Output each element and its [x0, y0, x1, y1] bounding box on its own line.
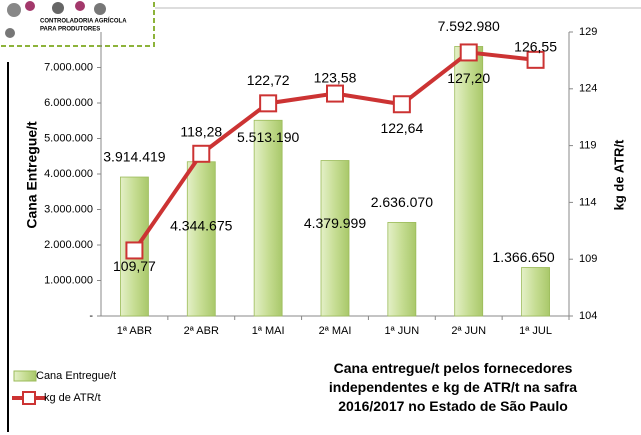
line-marker: [125, 241, 144, 260]
x-tick-label: 1ª MAI: [252, 325, 285, 337]
x-tick-label: 2ª JUN: [451, 325, 486, 337]
line-value-label: 123,58: [314, 69, 357, 85]
line-value-label: 122,72: [247, 72, 290, 88]
x-tick-label: 1ª JUL: [519, 325, 552, 337]
y-tick-label: -: [89, 310, 93, 322]
y2-tick-label: 129: [579, 26, 597, 38]
logo-icon: [52, 2, 64, 14]
bar-value-label: 4.379.999: [304, 215, 366, 231]
y-tick-label: 5.000.000: [44, 132, 93, 144]
logo-icon: [7, 3, 21, 17]
chart-title: Cana entregue/t pelos fornecedores indepe…: [329, 360, 577, 414]
y-tick-label: 7.000.000: [44, 61, 93, 73]
bar-value-label: 1.366.650: [492, 249, 554, 265]
y-tick-label: 1.000.000: [44, 274, 93, 286]
legend-swatch: [22, 391, 36, 405]
line-marker: [392, 95, 411, 114]
bar-value-label: 5.513.190: [237, 129, 299, 145]
y2-tick-label: 114: [579, 196, 597, 208]
y-tick-label: 3.000.000: [44, 203, 93, 215]
legend-label: Cana Entregue/t: [36, 370, 116, 382]
y2-tick-label: 124: [579, 83, 597, 95]
bar-value-label: 3.914.419: [103, 149, 165, 165]
logo-icon: [75, 1, 85, 11]
y2-tick-label: 104: [579, 310, 597, 322]
bar-value-label: 2.636.070: [371, 194, 433, 210]
line-marker: [259, 94, 278, 113]
logo-icon: [5, 28, 15, 38]
y2-tick-label: 109: [579, 253, 597, 265]
legend-label: kg de ATR/t: [44, 392, 101, 404]
y2-axis-label: kg de ATR/t: [611, 139, 626, 210]
line-marker: [526, 50, 545, 69]
logo-icon: [94, 3, 106, 15]
y2-tick-label: 119: [579, 140, 597, 152]
x-tick-label: 1ª ABR: [117, 325, 152, 337]
logo-text: CONTROLADORIA AGRÍCOLA: [40, 17, 127, 25]
bar: [186, 161, 216, 317]
logo-border: [0, 0, 155, 47]
x-tick-label: 2ª MAI: [319, 325, 352, 337]
line-value-label: 109,77: [113, 258, 156, 274]
line-marker: [459, 43, 478, 62]
line-value-label: 127,20: [447, 70, 490, 86]
x-tick-label: 1ª JUN: [385, 325, 420, 337]
line-value-label: 118,28: [180, 123, 222, 139]
x-tick-label: 2ª ABR: [184, 325, 219, 337]
bar: [320, 160, 350, 317]
bar-value-label: 7.592.980: [438, 18, 500, 34]
y-tick-label: 6.000.000: [44, 97, 93, 109]
line-value-label: 126,55: [514, 39, 557, 55]
bar: [521, 267, 550, 317]
bar: [454, 46, 484, 317]
logo: CONTROLADORIA AGRÍCOLA PARA PRODUTORES: [0, 0, 155, 47]
bar: [253, 119, 283, 317]
bar: [387, 222, 417, 317]
line-marker: [326, 84, 344, 103]
logo-text: PARA PRODUTORES: [40, 27, 100, 33]
y-axis-label: Cana Entregue/t: [24, 121, 40, 229]
legend-swatch: [13, 370, 37, 382]
bar-value-label: 4.344.675: [170, 217, 232, 233]
line-value-label: 122,64: [380, 120, 423, 136]
line-marker: [192, 144, 211, 163]
logo-icon: [25, 1, 35, 11]
y-tick-label: 4.000.000: [44, 168, 93, 180]
y-tick-label: 2.000.000: [44, 239, 93, 251]
